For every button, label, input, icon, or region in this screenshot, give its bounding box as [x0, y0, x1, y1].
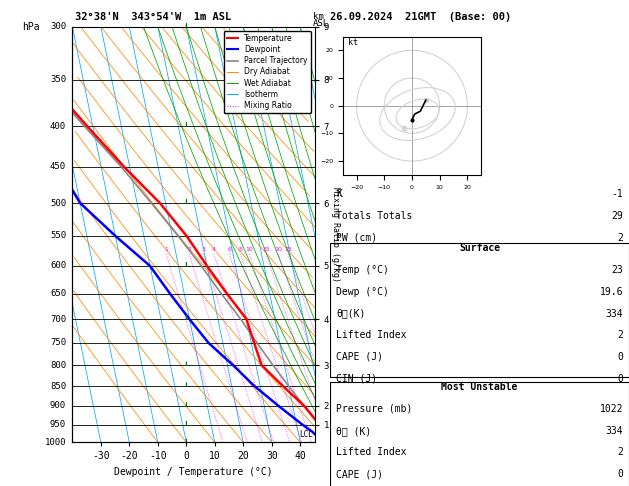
Text: Totals Totals: Totals Totals: [337, 211, 413, 221]
Text: -1: -1: [611, 189, 623, 199]
Text: PW (cm): PW (cm): [337, 233, 377, 243]
Text: 334: 334: [605, 309, 623, 318]
Text: 300: 300: [50, 22, 66, 31]
Text: 23: 23: [611, 265, 623, 275]
Text: CIN (J): CIN (J): [337, 374, 377, 383]
Text: 400: 400: [50, 122, 66, 131]
Text: 600: 600: [50, 261, 66, 270]
Text: 26.09.2024  21GMT  (Base: 00): 26.09.2024 21GMT (Base: 00): [330, 12, 511, 22]
Text: 4: 4: [212, 247, 216, 252]
Text: 950: 950: [50, 420, 66, 429]
Text: Surface: Surface: [459, 243, 500, 253]
Text: 2: 2: [187, 247, 191, 252]
Text: 450: 450: [50, 162, 66, 171]
Text: 29: 29: [611, 211, 623, 221]
Text: 334: 334: [605, 426, 623, 435]
Legend: Temperature, Dewpoint, Parcel Trajectory, Dry Adiabat, Wet Adiabat, Isotherm, Mi: Temperature, Dewpoint, Parcel Trajectory…: [223, 31, 311, 113]
Text: 350: 350: [50, 75, 66, 85]
Text: 750: 750: [50, 338, 66, 347]
Text: 10: 10: [245, 247, 253, 252]
Text: Lifted Index: Lifted Index: [337, 448, 407, 457]
Text: 1: 1: [164, 247, 169, 252]
Text: 19.6: 19.6: [599, 287, 623, 297]
Text: 15: 15: [262, 247, 270, 252]
Text: 800: 800: [50, 361, 66, 370]
Text: 2: 2: [617, 233, 623, 243]
Text: 1000: 1000: [45, 438, 66, 447]
Text: 20: 20: [274, 247, 282, 252]
X-axis label: Dewpoint / Temperature (°C): Dewpoint / Temperature (°C): [114, 467, 273, 477]
Text: 32°38'N  343°54'W  1m ASL: 32°38'N 343°54'W 1m ASL: [75, 12, 231, 22]
Text: km: km: [313, 12, 324, 21]
Text: 550: 550: [50, 231, 66, 241]
Text: CAPE (J): CAPE (J): [337, 469, 383, 479]
Text: K: K: [337, 189, 342, 199]
Text: 650: 650: [50, 289, 66, 298]
Text: Temp (°C): Temp (°C): [337, 265, 389, 275]
Text: 3: 3: [201, 247, 206, 252]
Text: 1022: 1022: [599, 404, 623, 414]
Text: Most Unstable: Most Unstable: [442, 382, 518, 392]
Text: Dewp (°C): Dewp (°C): [337, 287, 389, 297]
Text: 2: 2: [617, 330, 623, 340]
Y-axis label: Mixing Ratio (g/kg): Mixing Ratio (g/kg): [331, 187, 340, 282]
Text: LCL: LCL: [299, 430, 313, 439]
Text: 6: 6: [227, 247, 231, 252]
Text: 0: 0: [617, 469, 623, 479]
Text: 850: 850: [50, 382, 66, 391]
Text: ASL: ASL: [313, 19, 330, 29]
Text: CAPE (J): CAPE (J): [337, 352, 383, 362]
Text: 0: 0: [617, 352, 623, 362]
Text: Lifted Index: Lifted Index: [337, 330, 407, 340]
Text: 700: 700: [50, 314, 66, 324]
Text: 0: 0: [617, 374, 623, 383]
Text: kt: kt: [348, 38, 359, 47]
Text: 25: 25: [284, 247, 292, 252]
Text: θᴇ (K): θᴇ (K): [337, 426, 372, 435]
Text: θᴇ(K): θᴇ(K): [337, 309, 365, 318]
Text: 8: 8: [238, 247, 242, 252]
Text: 500: 500: [50, 199, 66, 208]
Text: 900: 900: [50, 401, 66, 410]
Text: Pressure (mb): Pressure (mb): [337, 404, 413, 414]
Text: 2: 2: [617, 448, 623, 457]
Text: hPa: hPa: [22, 22, 40, 32]
